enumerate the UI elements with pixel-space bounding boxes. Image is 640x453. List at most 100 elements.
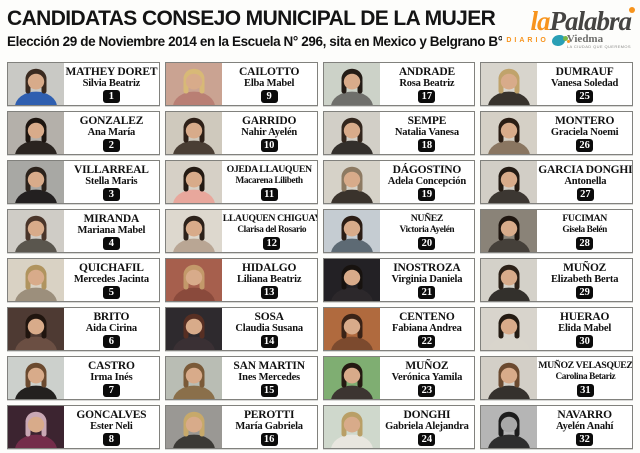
candidate-given-name: Mariana Mabel [77,224,146,236]
person-silhouette-icon [481,308,538,350]
candidate-cell: SEMPE Natalia Vanesa 18 [322,111,476,155]
candidate-given-name: Adela Concepción [387,175,466,187]
person-silhouette-icon [165,357,222,399]
candidate-photo [481,308,538,350]
logo-orange-dot-icon [629,7,635,13]
candidate-info: SAN MARTIN Ines Mercedes 15 [222,357,317,399]
candidate-photo [481,112,538,154]
candidate-photo [323,112,380,154]
candidate-photo [8,406,64,448]
candidate-info: FUCIMAN Gisela Belén 28 [537,210,632,252]
candidate-photo [481,161,538,203]
candidate-number-badge: 24 [418,432,436,446]
candidate-photo [481,357,538,399]
candidate-number-badge: 23 [418,383,436,397]
candidate-given-name: Macarena Lilibeth [235,175,304,186]
candidate-photo [165,63,222,105]
candidate-surname: DUMRAUF [555,65,614,78]
poster-header: CANDIDATAS CONSEJO MUNICIPAL DE LA MUJER… [7,6,635,58]
person-silhouette-icon [481,161,538,203]
poster-title: CANDIDATAS CONSEJO MUNICIPAL DE LA MUJER [7,7,496,30]
person-silhouette-icon [323,210,380,252]
candidate-surname: NUÑEZ [410,212,444,224]
person-silhouette-icon [8,357,64,399]
candidate-surname: HIDALGO [242,261,297,274]
candidate-cell: MUÑOZ Verónica Yamila 23 [322,356,476,400]
candidate-surname: BRITO [93,310,130,323]
candidate-number-badge: 25 [576,89,594,103]
poster-subtitle: Elección 29 de Noviembre 2014 en la Escu… [7,34,576,49]
candidate-number-badge: 26 [576,138,594,152]
candidate-cell: CASTRO Irma Inés 7 [7,356,160,400]
candidate-cell: DONGHI Gabriela Alejandra 24 [322,405,476,449]
candidate-info: GONCALVES Ester Neli 8 [64,406,159,448]
candidate-info: MONTERO Graciela Noemi 26 [537,112,632,154]
candidate-surname: FUCIMAN [562,212,607,224]
candidate-photo [165,357,222,399]
candidate-info: NAVARRO Ayelén Anahí 32 [537,406,632,448]
candidate-number-badge: 15 [260,383,278,397]
candidate-number-badge: 3 [102,187,120,201]
candidate-given-name: Silvia Beatriz [82,77,141,89]
candidate-given-name: Virginia Daniela [391,273,463,285]
candidate-surname: MONTERO [554,114,615,127]
candidate-number-badge: 17 [418,89,436,103]
candidate-surname: SEMPE [407,114,447,127]
candidate-info: SOSA Claudia Susana 14 [222,308,317,350]
candidate-photo [8,161,64,203]
candidate-given-name: Clarisa del Rosario [237,224,307,235]
candidate-surname: PEROTTI [243,408,295,421]
candidate-given-name: Nahir Ayelén [241,126,298,138]
viedma-tagline: LA CIUDAD QUE QUEREMOS [566,44,631,49]
candidate-surname: INOSTROZA [393,261,461,274]
candidate-number-badge: 16 [260,432,278,446]
person-silhouette-icon [165,259,222,301]
person-silhouette-icon [8,161,64,203]
person-silhouette-icon [165,161,222,203]
candidate-cell: GONCALVES Ester Neli 8 [7,405,160,449]
candidate-photo [323,406,380,448]
candidate-number-badge: 19 [418,187,436,201]
candidate-photo [481,406,538,448]
candidate-photo [323,161,380,203]
candidate-number-badge: 14 [260,334,278,348]
candidate-cell: DÁGOSTINO Adela Concepción 19 [322,160,476,204]
candidate-surname: GONCALVES [76,408,147,421]
candidate-surname: SAN MARTIN [233,359,305,372]
candidate-given-name: Mercedes Jacinta [73,273,149,285]
candidate-info: MIRANDA Mariana Mabel 4 [64,210,159,252]
candidate-given-name: Elida Mabel [558,322,612,334]
candidate-info: CAILOTTO Elba Mabel 9 [222,63,317,105]
person-silhouette-icon [323,63,380,105]
candidate-cell: MUÑOZ VELASQUEZ Carolina Betariz 31 [480,356,633,400]
candidate-info: DUMRAUF Vanesa Soledad 25 [537,63,632,105]
candidate-surname: NAVARRO [557,408,612,421]
candidate-info: GONZALEZ Ana María 2 [64,112,159,154]
candidate-surname: LLAUQUEN CHIGUAY [222,212,318,224]
candidate-cell: INOSTROZA Virginia Daniela 21 [322,258,476,302]
candidate-given-name: Aida Cirina [85,322,137,334]
candidate-number-badge: 20 [418,236,436,250]
person-silhouette-icon [481,259,538,301]
candidate-photo [481,210,538,252]
person-silhouette-icon [323,112,380,154]
candidate-cell: MUÑOZ Elizabeth Berta 29 [480,258,633,302]
candidate-cell: NAVARRO Ayelén Anahí 32 [480,405,633,449]
candidate-number-badge: 18 [418,138,436,152]
candidate-surname: DONGHI [403,408,451,421]
logo-palabra-text: Palabra [549,6,632,36]
candidate-cell: VILLARREAL Stella Maris 3 [7,160,160,204]
person-silhouette-icon [165,63,222,105]
candidate-given-name: Ines Mercedes [238,371,300,383]
candidate-cell: NUÑEZ Victoria Ayelén 20 [322,209,476,253]
candidate-photo [165,161,222,203]
candidate-cell: HIDALGO Liliana Beatriz 13 [164,258,318,302]
candidate-cell: QUICHAFIL Mercedes Jacinta 5 [7,258,160,302]
candidate-cell: MATHEY DORET Silvia Beatriz 1 [7,62,160,106]
candidate-given-name: Rosa Beatriz [399,77,455,89]
candidate-surname: MUÑOZ [563,261,607,274]
candidate-surname: CENTENO [399,310,455,323]
candidate-number-badge: 28 [576,236,594,250]
candidate-surname: GONZALEZ [79,114,144,127]
